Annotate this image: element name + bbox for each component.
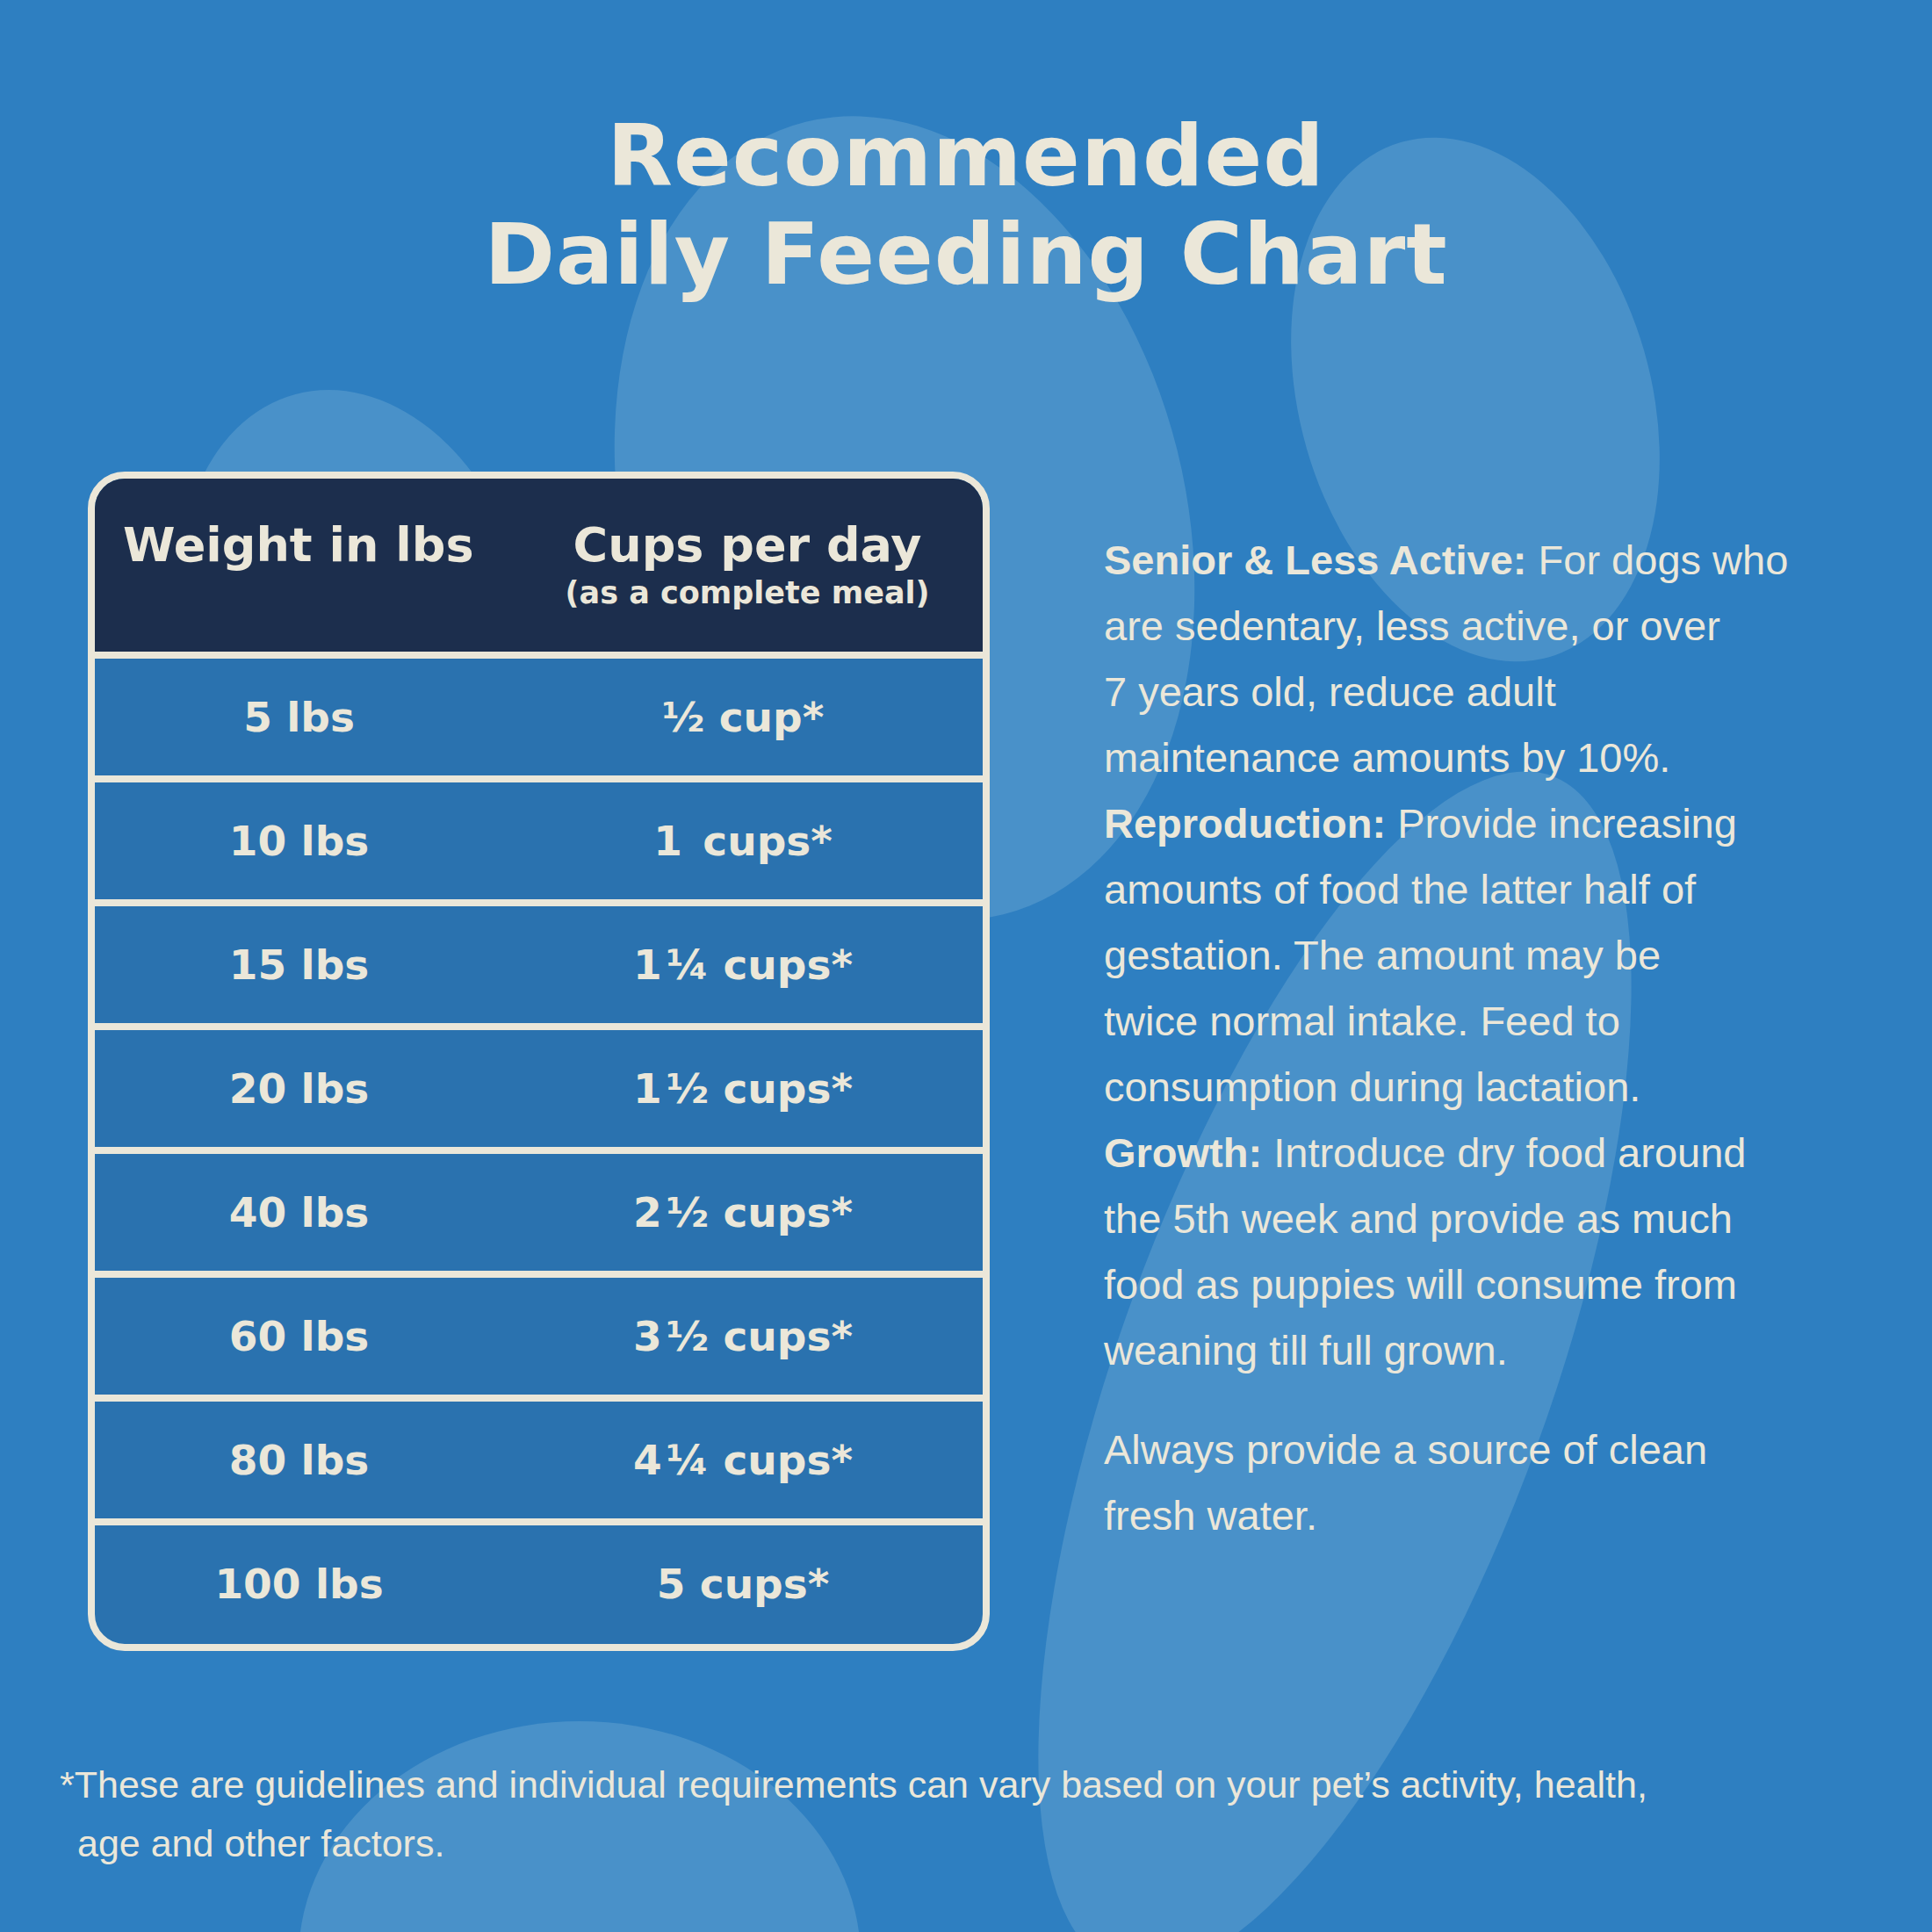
column-header-cups-subtext: (as a complete meal) <box>512 573 983 613</box>
table-row: 100 lbs5 cups* <box>95 1518 983 1642</box>
table-row: 80 lbs4 ¼ cups* <box>95 1395 983 1518</box>
note-reproduction: Reproduction: Provide increasing <box>1104 790 1859 856</box>
table-row: 40 lbs2 ½ cups* <box>95 1147 983 1271</box>
disclaimer: *These are guidelines and individual req… <box>60 1755 1647 1873</box>
table-row: 5 lbs½ cup* <box>95 652 983 775</box>
table-row: 10 lbs1 cups* <box>95 775 983 899</box>
note-senior: Senior & Less Active: For dogs who <box>1104 527 1859 593</box>
table-header-row: Weight in lbs Cups per day (as a complet… <box>95 479 983 652</box>
feeding-table: Weight in lbs Cups per day (as a complet… <box>88 472 990 1651</box>
feeding-notes: Senior & Less Active: For dogs who are s… <box>1104 527 1859 1548</box>
note-growth: Growth: Introduce dry food around <box>1104 1120 1859 1186</box>
note-water: Always provide a source of clean fresh w… <box>1104 1417 1859 1548</box>
table-row: 60 lbs3 ½ cups* <box>95 1271 983 1395</box>
column-header-weight: Weight in lbs <box>95 517 512 613</box>
column-header-cups: Cups per day (as a complete meal) <box>512 518 983 613</box>
table-row: 20 lbs1 ½ cups* <box>95 1023 983 1147</box>
table-row: 15 lbs1 ¼ cups* <box>95 899 983 1023</box>
page-title: Recommended Daily Feeding Chart <box>0 107 1932 304</box>
